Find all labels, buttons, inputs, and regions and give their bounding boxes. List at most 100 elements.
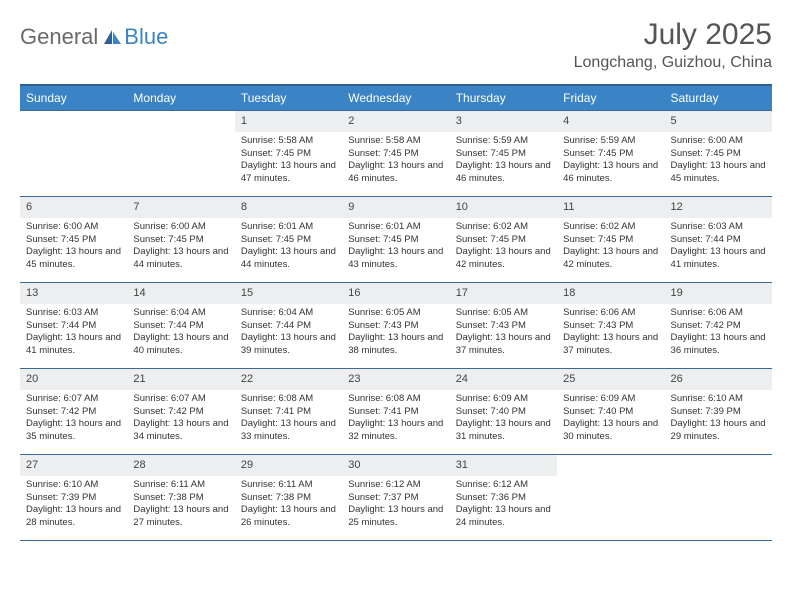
day-number: 16 [342,283,449,304]
day-number: 31 [450,455,557,476]
daylight-text: Daylight: 13 hours and 34 minutes. [133,418,228,444]
day-number: 25 [557,369,664,390]
calendar-week-row: 13Sunrise: 6:03 AMSunset: 7:44 PMDayligh… [20,283,772,369]
daylight-text: Daylight: 13 hours and 37 minutes. [563,332,658,358]
daylight-text: Daylight: 13 hours and 40 minutes. [133,332,228,358]
sunrise-text: Sunrise: 6:04 AM [241,307,336,320]
sunrise-text: Sunrise: 6:12 AM [348,479,443,492]
sunset-text: Sunset: 7:44 PM [133,320,228,333]
daylight-text: Daylight: 13 hours and 38 minutes. [348,332,443,358]
sunrise-text: Sunrise: 6:00 AM [671,135,766,148]
title-block: July 2025 Longchang, Guizhou, China [574,18,772,72]
weekday-header: Saturday [665,85,772,111]
day-details: Sunrise: 6:12 AMSunset: 7:37 PMDaylight:… [342,476,449,534]
day-number: 23 [342,369,449,390]
calendar-day-cell: 28Sunrise: 6:11 AMSunset: 7:38 PMDayligh… [127,455,234,541]
daylight-text: Daylight: 13 hours and 26 minutes. [241,504,336,530]
day-details: Sunrise: 6:07 AMSunset: 7:42 PMDaylight:… [127,390,234,448]
weekday-header: Wednesday [342,85,449,111]
day-details: Sunrise: 6:05 AMSunset: 7:43 PMDaylight:… [342,304,449,362]
daylight-text: Daylight: 13 hours and 28 minutes. [26,504,121,530]
sunrise-text: Sunrise: 6:06 AM [671,307,766,320]
day-details: Sunrise: 6:08 AMSunset: 7:41 PMDaylight:… [342,390,449,448]
day-number: 17 [450,283,557,304]
calendar-day-cell: 24Sunrise: 6:09 AMSunset: 7:40 PMDayligh… [450,369,557,455]
daylight-text: Daylight: 13 hours and 31 minutes. [456,418,551,444]
day-number: 7 [127,197,234,218]
sunset-text: Sunset: 7:39 PM [26,492,121,505]
daylight-text: Daylight: 13 hours and 46 minutes. [563,160,658,186]
daylight-text: Daylight: 13 hours and 41 minutes. [26,332,121,358]
day-details: Sunrise: 6:04 AMSunset: 7:44 PMDaylight:… [127,304,234,362]
calendar-day-cell: 16Sunrise: 6:05 AMSunset: 7:43 PMDayligh… [342,283,449,369]
daylight-text: Daylight: 13 hours and 27 minutes. [133,504,228,530]
day-number: 10 [450,197,557,218]
calendar-day-cell: 4Sunrise: 5:59 AMSunset: 7:45 PMDaylight… [557,111,664,197]
day-details: Sunrise: 6:00 AMSunset: 7:45 PMDaylight:… [665,132,772,190]
day-details: Sunrise: 6:04 AMSunset: 7:44 PMDaylight:… [235,304,342,362]
sunrise-text: Sunrise: 6:05 AM [348,307,443,320]
day-details: Sunrise: 6:06 AMSunset: 7:42 PMDaylight:… [665,304,772,362]
sunset-text: Sunset: 7:42 PM [133,406,228,419]
calendar-day-cell: 14Sunrise: 6:04 AMSunset: 7:44 PMDayligh… [127,283,234,369]
sunset-text: Sunset: 7:45 PM [671,148,766,161]
day-details: Sunrise: 6:03 AMSunset: 7:44 PMDaylight:… [665,218,772,276]
sunset-text: Sunset: 7:43 PM [563,320,658,333]
day-details: Sunrise: 6:08 AMSunset: 7:41 PMDaylight:… [235,390,342,448]
sunrise-text: Sunrise: 6:10 AM [26,479,121,492]
calendar-day-cell [557,455,664,541]
day-number: 4 [557,111,664,132]
day-number: 24 [450,369,557,390]
sunrise-text: Sunrise: 6:07 AM [133,393,228,406]
location: Longchang, Guizhou, China [574,54,772,72]
daylight-text: Daylight: 13 hours and 42 minutes. [456,246,551,272]
day-number: 28 [127,455,234,476]
calendar-day-cell: 8Sunrise: 6:01 AMSunset: 7:45 PMDaylight… [235,197,342,283]
day-number: 1 [235,111,342,132]
sunset-text: Sunset: 7:45 PM [563,148,658,161]
sunrise-text: Sunrise: 6:06 AM [563,307,658,320]
calendar-day-cell: 7Sunrise: 6:00 AMSunset: 7:45 PMDaylight… [127,197,234,283]
calendar-day-cell: 3Sunrise: 5:59 AMSunset: 7:45 PMDaylight… [450,111,557,197]
day-number: 13 [20,283,127,304]
calendar-day-cell: 17Sunrise: 6:05 AMSunset: 7:43 PMDayligh… [450,283,557,369]
sunset-text: Sunset: 7:44 PM [26,320,121,333]
day-number: 21 [127,369,234,390]
sunrise-text: Sunrise: 5:59 AM [456,135,551,148]
daylight-text: Daylight: 13 hours and 39 minutes. [241,332,336,358]
month-title: July 2025 [574,18,772,52]
day-details: Sunrise: 6:05 AMSunset: 7:43 PMDaylight:… [450,304,557,362]
calendar-day-cell [20,111,127,197]
calendar-day-cell: 23Sunrise: 6:08 AMSunset: 7:41 PMDayligh… [342,369,449,455]
day-number: 26 [665,369,772,390]
daylight-text: Daylight: 13 hours and 41 minutes. [671,246,766,272]
day-number: 9 [342,197,449,218]
day-details: Sunrise: 6:03 AMSunset: 7:44 PMDaylight:… [20,304,127,362]
sunset-text: Sunset: 7:45 PM [456,234,551,247]
daylight-text: Daylight: 13 hours and 45 minutes. [26,246,121,272]
sunrise-text: Sunrise: 6:03 AM [671,221,766,234]
day-details: Sunrise: 6:01 AMSunset: 7:45 PMDaylight:… [342,218,449,276]
daylight-text: Daylight: 13 hours and 32 minutes. [348,418,443,444]
calendar-day-cell: 26Sunrise: 6:10 AMSunset: 7:39 PMDayligh… [665,369,772,455]
logo-text-blue: Blue [124,24,168,50]
calendar-day-cell: 13Sunrise: 6:03 AMSunset: 7:44 PMDayligh… [20,283,127,369]
day-details: Sunrise: 5:59 AMSunset: 7:45 PMDaylight:… [557,132,664,190]
sunset-text: Sunset: 7:42 PM [26,406,121,419]
daylight-text: Daylight: 13 hours and 44 minutes. [241,246,336,272]
logo-sail-icon [102,28,122,46]
day-details: Sunrise: 6:01 AMSunset: 7:45 PMDaylight:… [235,218,342,276]
calendar-day-cell: 5Sunrise: 6:00 AMSunset: 7:45 PMDaylight… [665,111,772,197]
day-number: 3 [450,111,557,132]
sunset-text: Sunset: 7:37 PM [348,492,443,505]
sunrise-text: Sunrise: 6:00 AM [26,221,121,234]
sunrise-text: Sunrise: 6:09 AM [456,393,551,406]
sunset-text: Sunset: 7:45 PM [241,234,336,247]
calendar-day-cell: 19Sunrise: 6:06 AMSunset: 7:42 PMDayligh… [665,283,772,369]
day-number: 20 [20,369,127,390]
sunset-text: Sunset: 7:45 PM [348,234,443,247]
sunset-text: Sunset: 7:41 PM [348,406,443,419]
sunrise-text: Sunrise: 6:09 AM [563,393,658,406]
calendar-day-cell: 2Sunrise: 5:58 AMSunset: 7:45 PMDaylight… [342,111,449,197]
sunrise-text: Sunrise: 6:10 AM [671,393,766,406]
